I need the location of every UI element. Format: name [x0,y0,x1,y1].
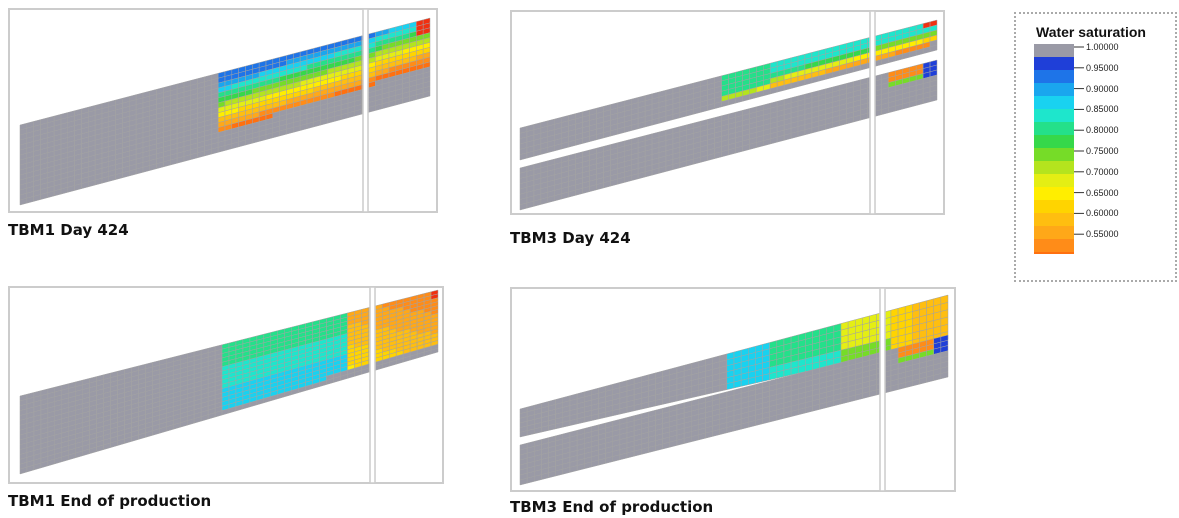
legend-tick-label: 0.95000 [1086,62,1119,73]
legend-swatch [1034,187,1074,200]
caption-tbm1-day424: TBM1 Day 424 [8,221,129,239]
caption-tbm1-end: TBM1 End of production [8,492,212,510]
tbm3-end-upper-cell [762,373,770,382]
legend-tick-label: 0.75000 [1086,146,1119,156]
legend-swatch [1034,96,1074,109]
tbm3-end-lower-cell [940,371,949,380]
legend-swatch [1034,200,1074,213]
tbm3-end-upper-slab [519,294,949,438]
legend: Water saturation 1.00000 0.95000 0.90000 0.… [1014,12,1177,282]
legend-swatch [1034,239,1074,252]
panel-tbm3-end [510,287,956,492]
tbm3-end-upper-cell [776,369,785,379]
legend-swatch [1034,135,1074,148]
legend-swatch [1034,174,1074,187]
tbm3-424-well-line [869,10,876,215]
legend-tick-label: 0.55000 [1086,229,1119,240]
grid-plot [510,287,956,492]
tbm3-end-well-line [879,287,886,492]
panel-tbm1-day424 [8,8,438,213]
legend-swatch [1034,148,1074,161]
tbm3-424-lower-cell [929,94,938,103]
tbm1-end-frame [8,286,444,484]
legend-swatch [1034,213,1074,226]
legend-swatch [1034,83,1074,96]
legend-swatch [1034,70,1074,83]
caption-tbm3-day424: TBM3 Day 424 [510,229,631,247]
panel-tbm1-end [8,286,444,484]
tbm1-424-frame [8,8,438,213]
legend-swatch [1034,226,1074,239]
legend-swatch [1034,109,1074,122]
tbm1-424-slab [19,17,431,206]
panel-tbm3-day424 [510,10,945,215]
tbm1-end-well-line [369,286,376,484]
legend-swatch [1034,122,1074,135]
legend-tick-label: 0.65000 [1086,187,1119,198]
tbm1-end-slab [19,289,439,475]
legend-swatch [1034,252,1074,254]
tbm1-end-cell [430,347,439,355]
grid-plot [8,8,438,213]
legend-tick-label: 0.85000 [1086,104,1119,115]
legend-tick-label: 0.80000 [1086,125,1119,136]
grid-plot [8,286,444,484]
legend-colorbar [1034,44,1084,254]
tbm3-end-upper-cell [755,374,763,384]
tbm1-424-well-line [362,8,369,213]
tbm3-424-upper-cell [929,44,938,53]
legend-tick-label: 1.00000 [1086,42,1119,52]
legend-tick-label: 0.90000 [1086,83,1119,94]
tbm3-end-upper-cell [769,371,778,381]
legend-swatch [1034,161,1074,174]
legend-swatch [1034,57,1074,70]
caption-tbm3-end: TBM3 End of production [510,498,714,516]
tbm3-424-frame [510,10,945,215]
tbm3-424-lower-slab [519,59,938,211]
grid-plot [510,10,945,215]
legend-swatch [1034,44,1074,57]
legend-tick-label: 0.70000 [1086,166,1119,177]
legend-title: Water saturation [1036,24,1146,40]
tbm1-424-cell [422,90,431,99]
tbm3-424-upper-slab [519,19,938,161]
legend-tick-label: 0.60000 [1086,208,1119,219]
tbm3-end-frame [510,287,956,492]
